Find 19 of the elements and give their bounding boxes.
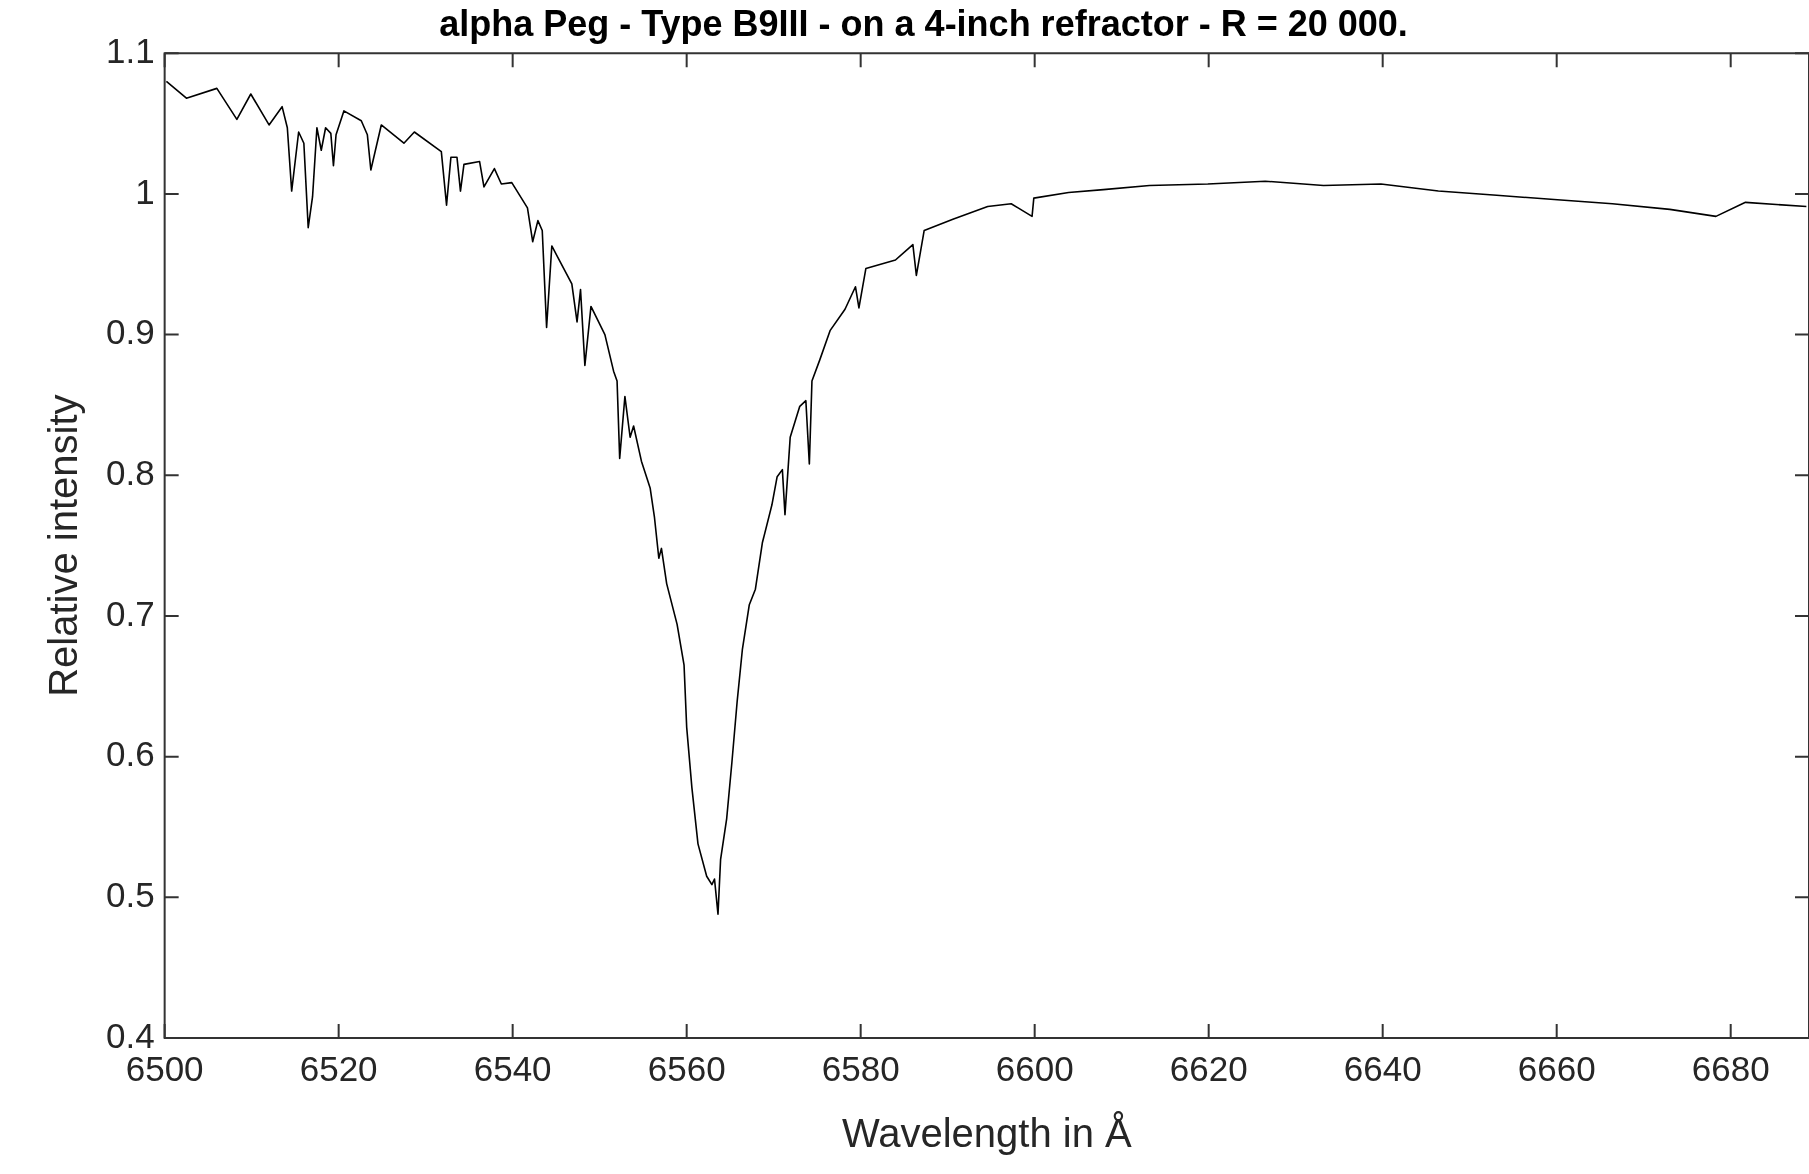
y-tick-label: 1 — [135, 171, 155, 211]
x-tick-label: 6680 — [1691, 1048, 1770, 1088]
chart-title: alpha Peg - Type B9III - on a 4-inch refractor - R = 20 000. — [439, 2, 1408, 44]
x-tick-label: 6600 — [995, 1048, 1074, 1088]
x-tick-label: 6520 — [299, 1048, 378, 1088]
y-axis-title: Relative intensity — [41, 394, 86, 697]
y-tick-label: 1.1 — [106, 30, 155, 70]
y-tick-label: 0.8 — [106, 452, 155, 492]
x-axis-title: Wavelength in Å — [841, 1111, 1133, 1156]
x-tick-label: 6540 — [473, 1048, 552, 1088]
x-tick-label: 6620 — [1169, 1048, 1248, 1088]
y-tick-label: 0.7 — [106, 593, 155, 633]
x-tick-label: 6560 — [647, 1048, 726, 1088]
y-tick-label: 0.9 — [106, 312, 155, 352]
y-tick-label: 0.6 — [106, 734, 155, 774]
x-tick-label: 6660 — [1517, 1048, 1596, 1088]
y-tick-label: 0.5 — [106, 874, 155, 914]
x-tick-label: 6580 — [821, 1048, 900, 1088]
x-tick-label: 6640 — [1343, 1048, 1422, 1088]
